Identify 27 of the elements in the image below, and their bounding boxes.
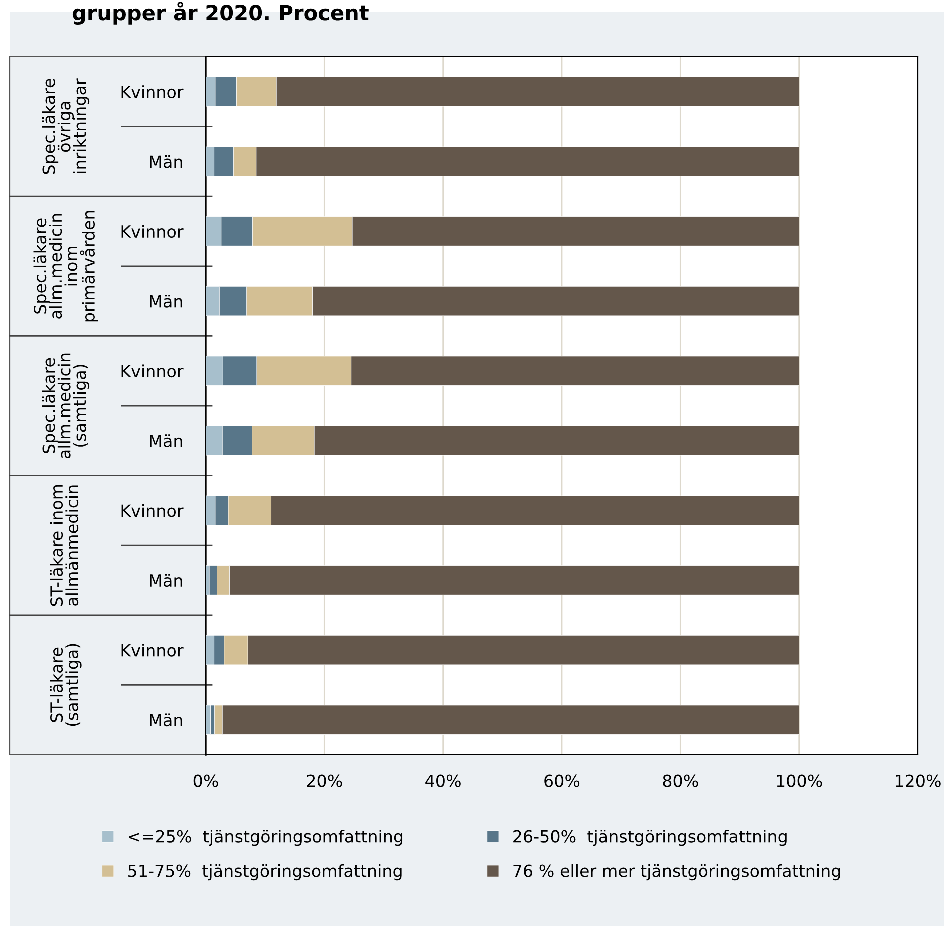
y-tick-label: Kvinnor [122, 225, 184, 238]
text: Spec.läkare allm.medicin (samtliga) [42, 354, 90, 459]
y-tick-label: Kvinnor [122, 364, 184, 378]
x-tick-label: 80% [663, 774, 698, 788]
chart-title: grupper år 2020. Procent [72, 2, 369, 25]
text: Spec.läkare allm.medicin inom primärvården [34, 211, 98, 322]
legend-label: 26-50% tjänstgöringsomfattning [514, 830, 787, 846]
x-tick-label: 0% [194, 774, 218, 788]
y-tick-label: Kvinnor [122, 644, 184, 657]
y-tick-label: Män [150, 434, 182, 448]
x-tick-label: 120% [896, 774, 941, 788]
x-tick-label: 40% [426, 774, 461, 788]
text: Spec.läkare övriga inriktningar [42, 78, 90, 174]
x-tick-label: 60% [544, 774, 580, 788]
text: ST-läkare (samtliga) [50, 644, 82, 726]
y-tick-label: Män [150, 714, 182, 727]
legend-label: 51-75% tjänstgöringsomfattning [128, 864, 402, 881]
x-tick-label: 20% [307, 774, 342, 788]
text: ST-läkare inom allmänmedicin [50, 485, 79, 606]
legend-label: 76 % eller mer tjänstgöringsomfattning [514, 864, 840, 881]
y-tick-label: Kvinnor [122, 504, 184, 518]
y-tick-label: Män [150, 574, 182, 588]
x-tick-label: 100% [777, 774, 822, 788]
y-tick-label: Män [150, 295, 182, 308]
y-tick-label: Män [150, 155, 182, 168]
legend-label: <=25% tjänstgöringsomfattning [129, 830, 403, 846]
y-tick-label: Kvinnor [122, 86, 184, 98]
